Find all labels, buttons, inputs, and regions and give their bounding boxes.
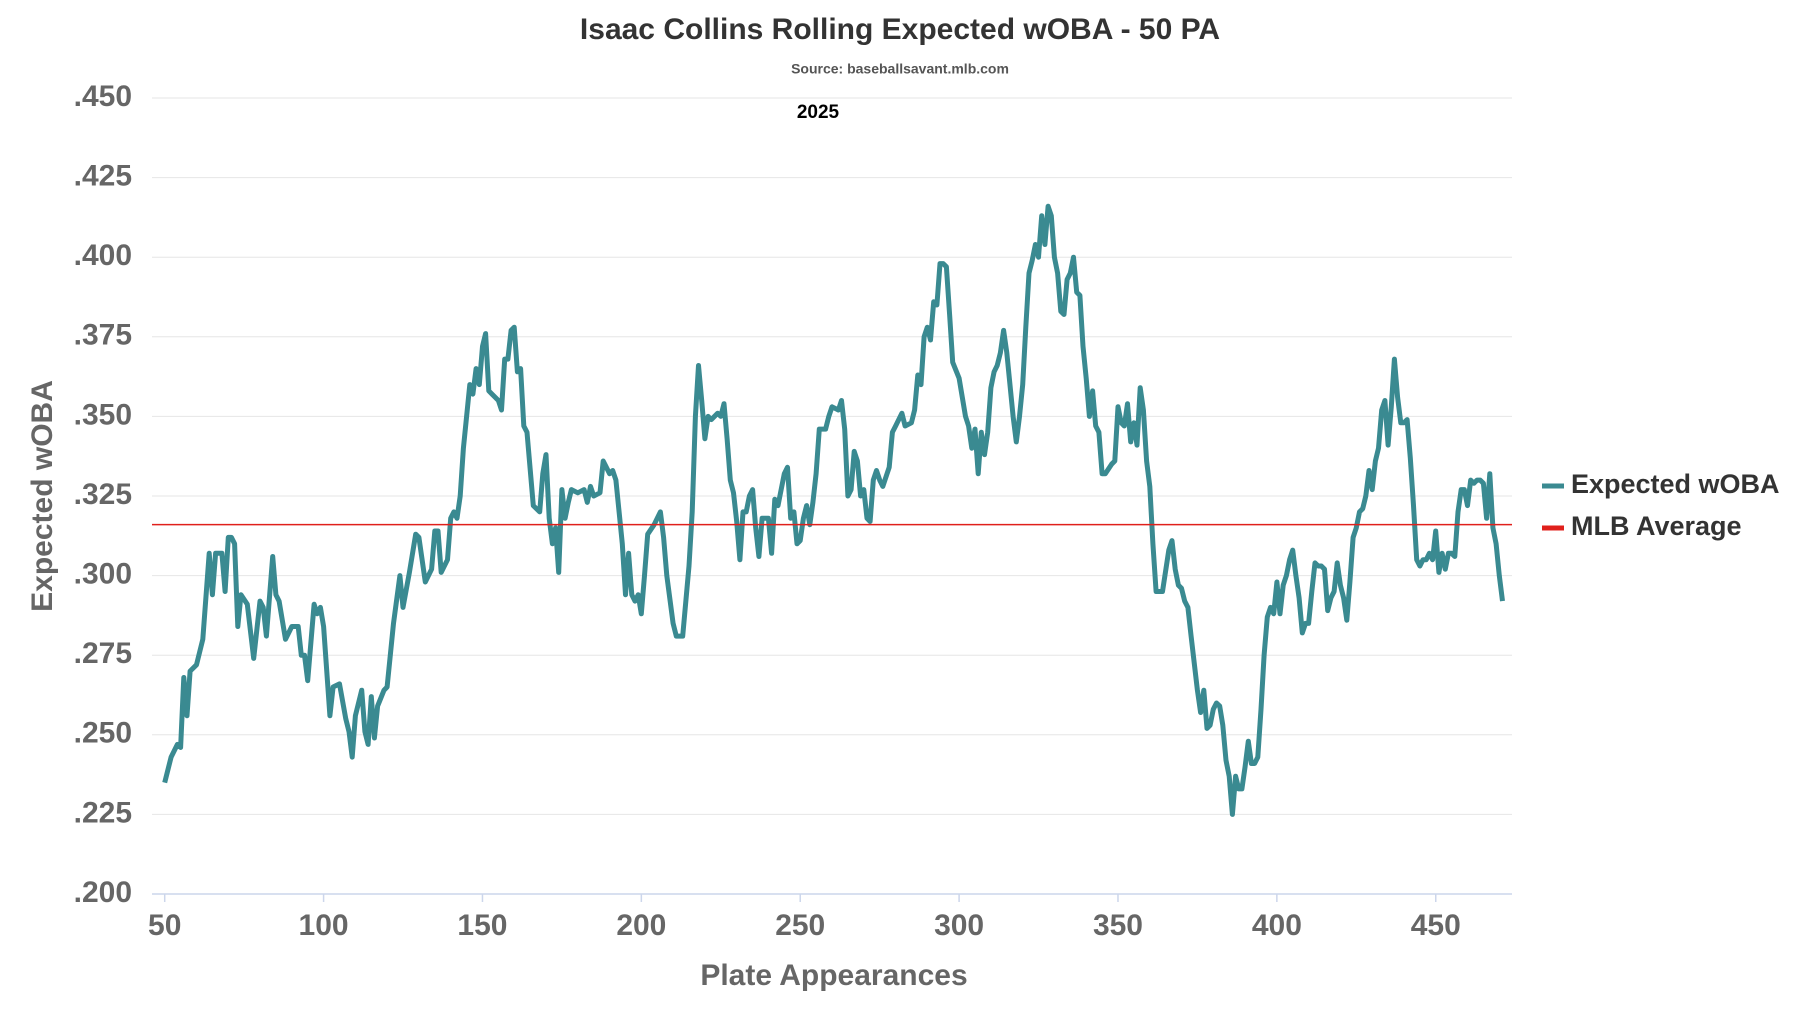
y-tick-label: .300: [74, 558, 132, 591]
annotation: 2025: [797, 102, 840, 123]
x-tick-label: 200: [616, 909, 666, 942]
y-tick-label: .400: [74, 239, 132, 272]
chart-subtitle: Source: baseballsavant.mlb.com: [791, 61, 1009, 77]
x-tick-label: 250: [775, 909, 825, 942]
y-tick-label: .450: [74, 80, 132, 113]
x-tick-label: 450: [1411, 909, 1461, 942]
x-tick-label: 350: [1093, 909, 1143, 942]
y-tick-label: .425: [74, 160, 132, 193]
x-tick-label: 150: [457, 909, 507, 942]
legend-label: Expected wOBA: [1571, 469, 1780, 499]
y-axis-title: Expected wOBA: [26, 380, 59, 612]
x-tick-label: 50: [148, 909, 181, 942]
y-tick-label: .250: [74, 717, 132, 750]
x-axis-title: Plate Appearances: [700, 959, 967, 992]
legend-label: MLB Average: [1571, 511, 1742, 541]
y-tick-label: .200: [74, 876, 132, 909]
x-tick-label: 300: [934, 909, 984, 942]
y-tick-label: .225: [74, 796, 132, 829]
y-tick-label: .275: [74, 637, 132, 670]
y-tick-label: .325: [74, 478, 132, 511]
series-line: [162, 203, 1505, 817]
y-tick-label: .375: [74, 319, 132, 352]
x-tick-label: 100: [299, 909, 349, 942]
y-tick-label: .350: [74, 398, 132, 431]
x-tick-label: 400: [1252, 909, 1302, 942]
chart-title: Isaac Collins Rolling Expected wOBA - 50…: [580, 13, 1220, 46]
